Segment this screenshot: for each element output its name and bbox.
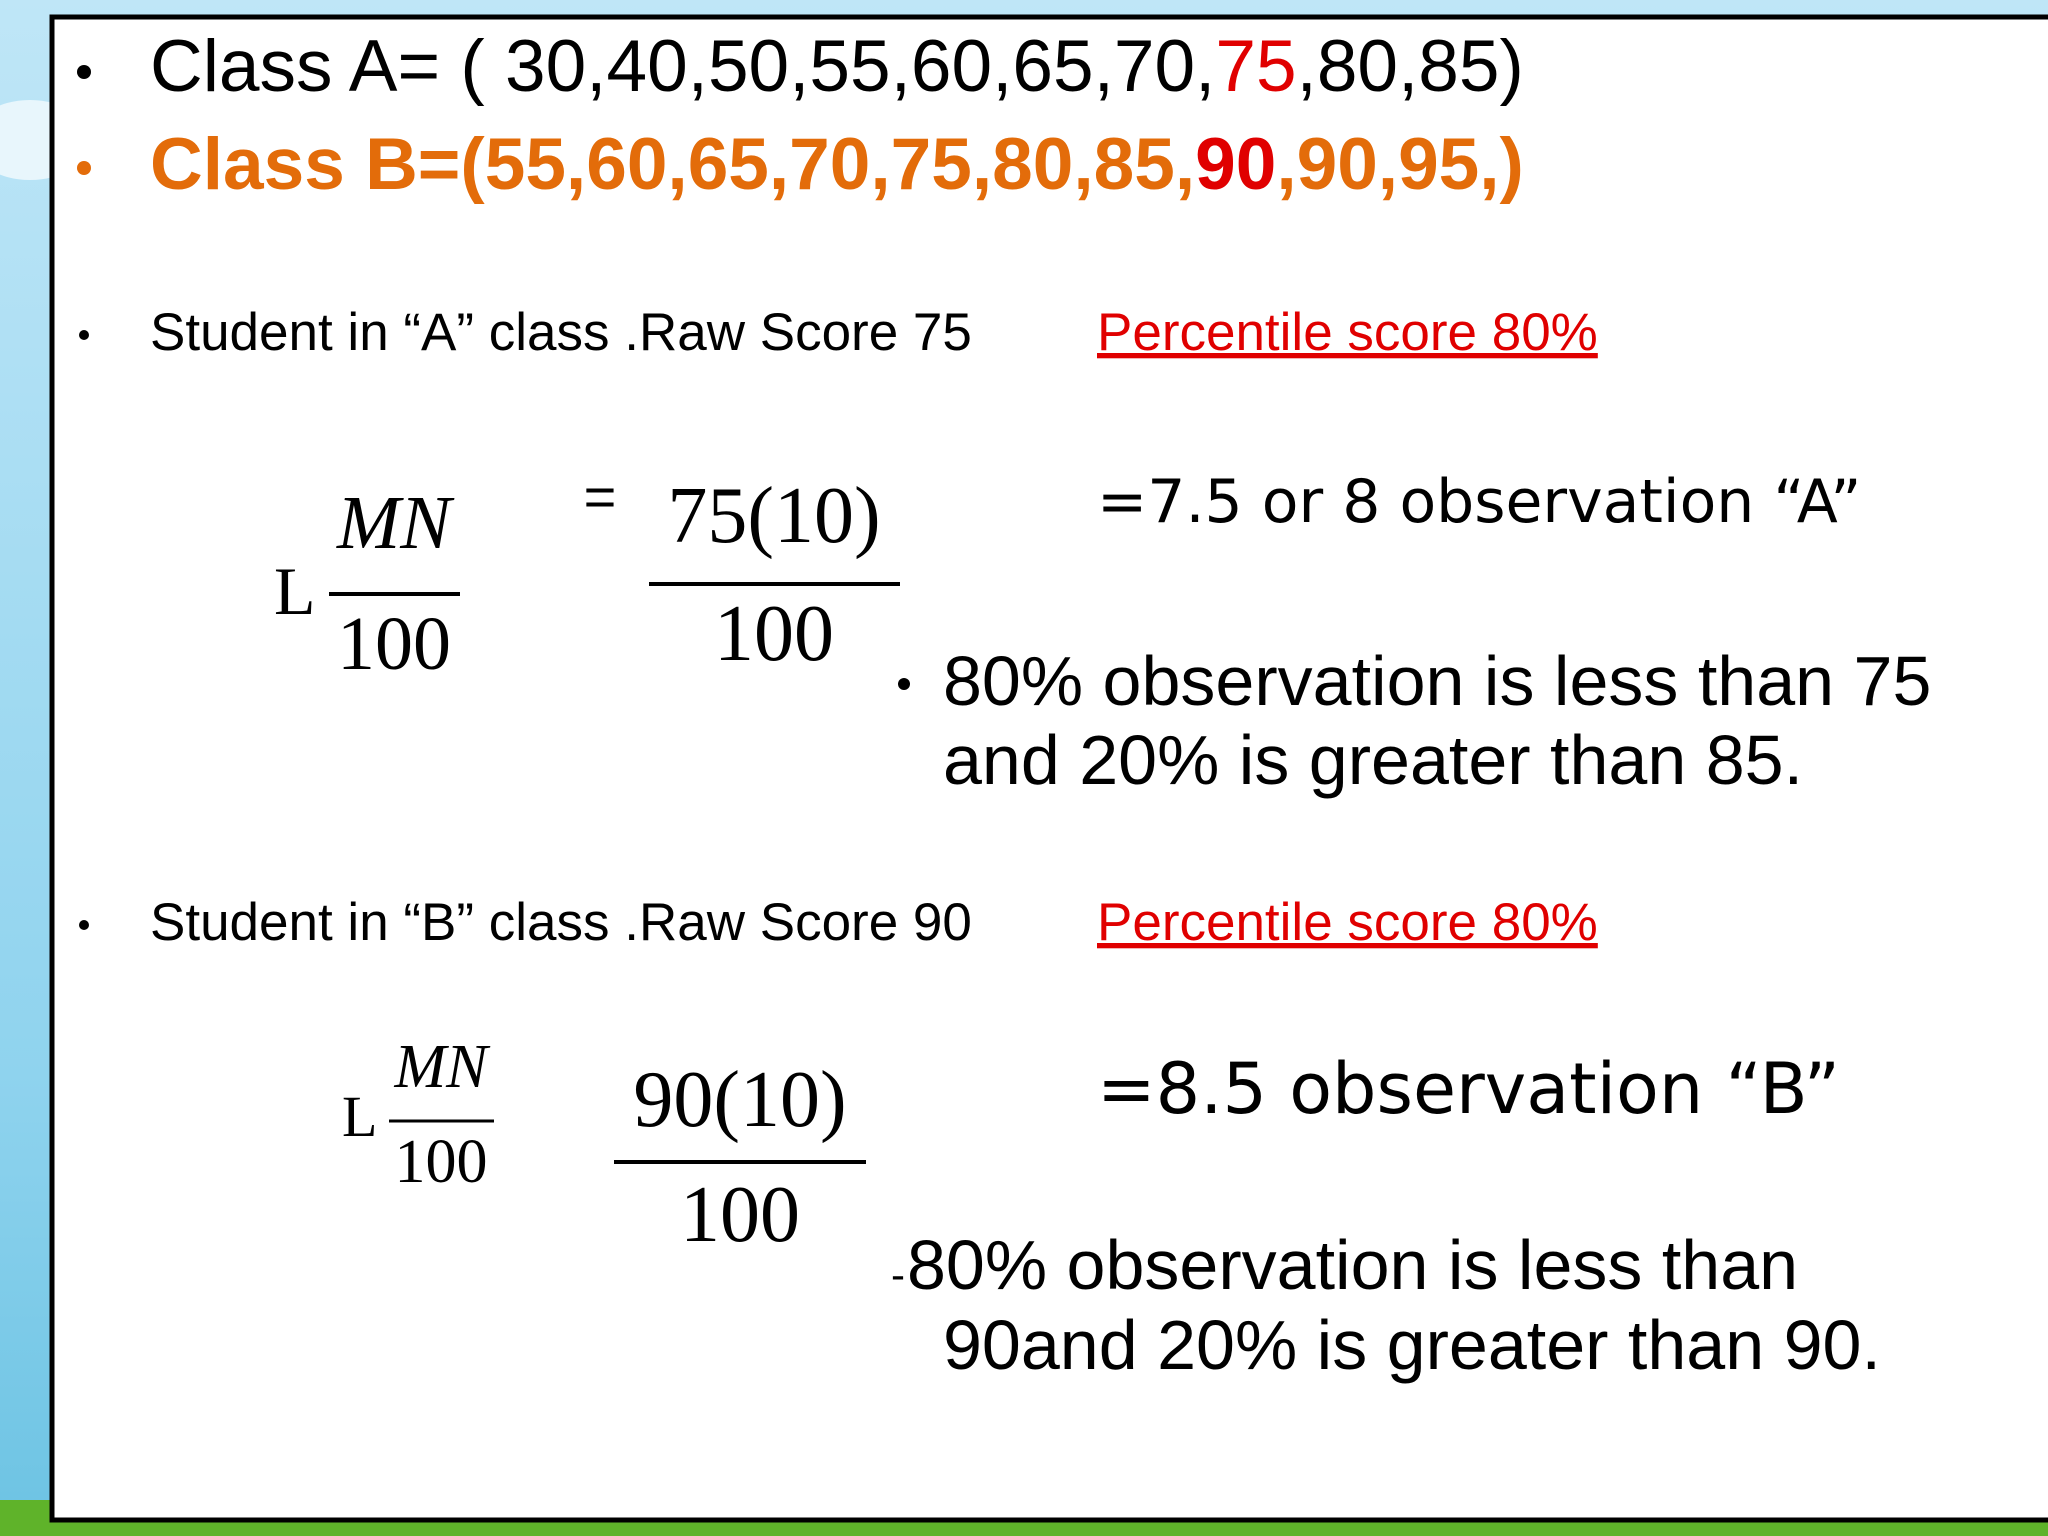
note-line: 80% observation is less than [907,1226,1798,1304]
class-a-highlight: 75 [1215,26,1296,107]
denominator: 100 [714,590,834,678]
bullet [898,678,910,690]
bullet [77,65,91,79]
percentile-b: Percentile score 80% [1097,893,1598,952]
class-b-highlight: 90 [1195,124,1276,205]
result: =7.5 or 8 observation “A” [1097,467,1861,537]
result: =8.5 observation “B” [1097,1048,1840,1130]
class-b-suffix: ,90,95,) [1276,124,1524,205]
denominator: 100 [680,1171,800,1259]
note-dash: - [891,1251,905,1298]
class-b-prefix: Class B=(55,60,65,70,75,80,85, [150,124,1195,205]
formula-l: L [274,553,316,629]
percentile-a: Percentile score 80% [1097,303,1598,362]
bullet [79,330,89,340]
note-line: and 20% is greater than 85. [943,721,1803,799]
class-b-line: Class B=(55,60,65,70,75,80,85,90,90,95,) [150,124,1524,205]
numerator: MN [394,1033,492,1101]
bullet [77,161,91,175]
class-a-prefix: Class A= ( 30,40,50,55,60,65,70, [150,26,1215,107]
class-a-suffix: ,80,85) [1297,26,1524,107]
student-b: Student in “B” class .Raw Score 90 [150,893,972,952]
denominator: 100 [395,1128,488,1196]
bullet [79,920,89,930]
student-a: Student in “A” class .Raw Score 75 [150,303,972,362]
formula-l: L [342,1084,377,1149]
note-line: 90and 20% is greater than 90. [943,1306,1881,1384]
denominator: 100 [337,602,451,686]
content-box [49,14,2048,1523]
numerator: 90(10) [633,1056,846,1144]
equals: = [584,465,617,528]
numerator: 75(10) [667,472,880,560]
class-a-line: Class A= ( 30,40,50,55,60,65,70,75,80,85… [150,26,1524,107]
note-line: 80% observation is less than 75 [943,642,1931,720]
numerator: MN [336,481,455,565]
